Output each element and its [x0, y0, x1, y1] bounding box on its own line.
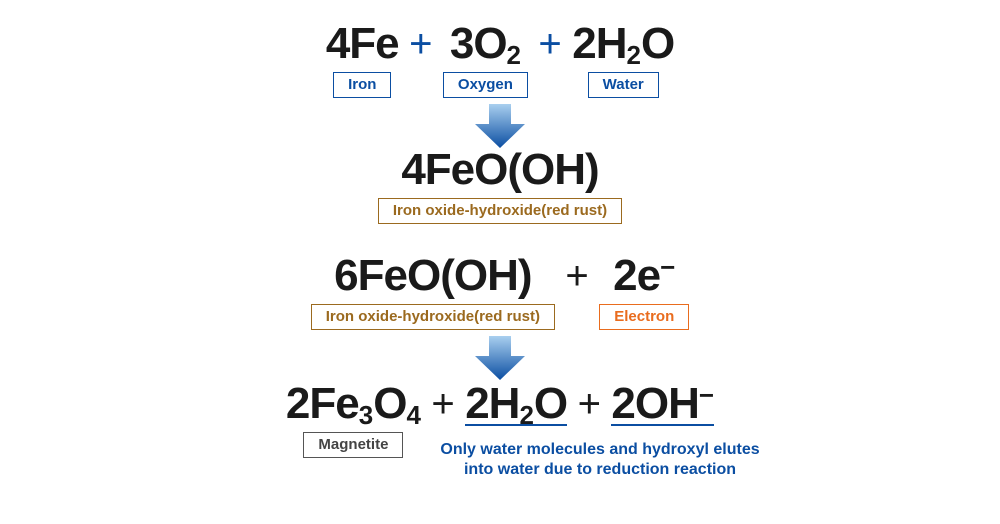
term-magnetite: 2Fe3O4 Magnetite	[286, 382, 421, 458]
label-red-rust-2: Iron oxide-hydroxide(red rust)	[311, 304, 555, 330]
plus-icon: +	[403, 22, 438, 66]
term-iron: 4Fe Iron	[326, 22, 399, 98]
label-iron: Iron	[333, 72, 391, 98]
reduction-note: Only water molecules and hydroxyl elutes…	[420, 440, 780, 480]
chem-2oh-underlined: 2OH−	[611, 405, 714, 426]
label-red-rust: Iron oxide-hydroxide(red rust)	[378, 198, 622, 224]
term-6feo-oh: 6FeO(OH) Iron oxide-hydroxide(red rust)	[311, 254, 555, 330]
chem-2h2o: 2H2O	[572, 45, 674, 62]
chem-2e: 2e−	[613, 277, 675, 294]
plus-icon: +	[559, 254, 594, 298]
down-arrow-icon	[475, 336, 525, 385]
term-oxygen: 3O2 Oxygen	[443, 22, 528, 98]
note-line-2: into water due to reduction reaction	[464, 461, 736, 478]
equation-2-reactants: 6FeO(OH) Iron oxide-hydroxide(red rust) …	[0, 254, 1000, 330]
equation-1-reactants: 4Fe Iron + 3O2 Oxygen + 2H2O Water	[0, 22, 1000, 98]
label-magnetite: Magnetite	[303, 432, 403, 458]
plus-icon: +	[425, 382, 460, 426]
term-2h2o-out: 2H2O	[465, 382, 567, 426]
chem-2h2o-underlined: 2H2O	[465, 405, 567, 426]
diagram-canvas: 4Fe Iron + 3O2 Oxygen + 2H2O Water	[0, 0, 1000, 524]
chem-6feo-oh: 6FeO(OH)	[334, 277, 531, 294]
plus-icon: +	[532, 22, 567, 66]
chem-4fe: 4Fe	[326, 45, 399, 62]
term-2oh: 2OH−	[611, 382, 714, 426]
label-oxygen: Oxygen	[443, 72, 528, 98]
plus-icon: +	[572, 382, 607, 426]
label-water: Water	[588, 72, 659, 98]
label-electron: Electron	[599, 304, 689, 330]
note-line-1: Only water molecules and hydroxyl elutes	[440, 441, 759, 458]
equation-1-product: 4FeO(OH) Iron oxide-hydroxide(red rust)	[0, 148, 1000, 224]
chem-2fe3o4: 2Fe3O4	[286, 405, 421, 422]
term-feo-oh: 4FeO(OH) Iron oxide-hydroxide(red rust)	[378, 148, 622, 224]
arrow-2	[0, 336, 1000, 385]
term-water: 2H2O Water	[572, 22, 674, 98]
term-electron: 2e− Electron	[599, 254, 689, 330]
chem-4feo-oh: 4FeO(OH)	[401, 171, 598, 188]
chem-3o2: 3O2	[450, 45, 521, 62]
